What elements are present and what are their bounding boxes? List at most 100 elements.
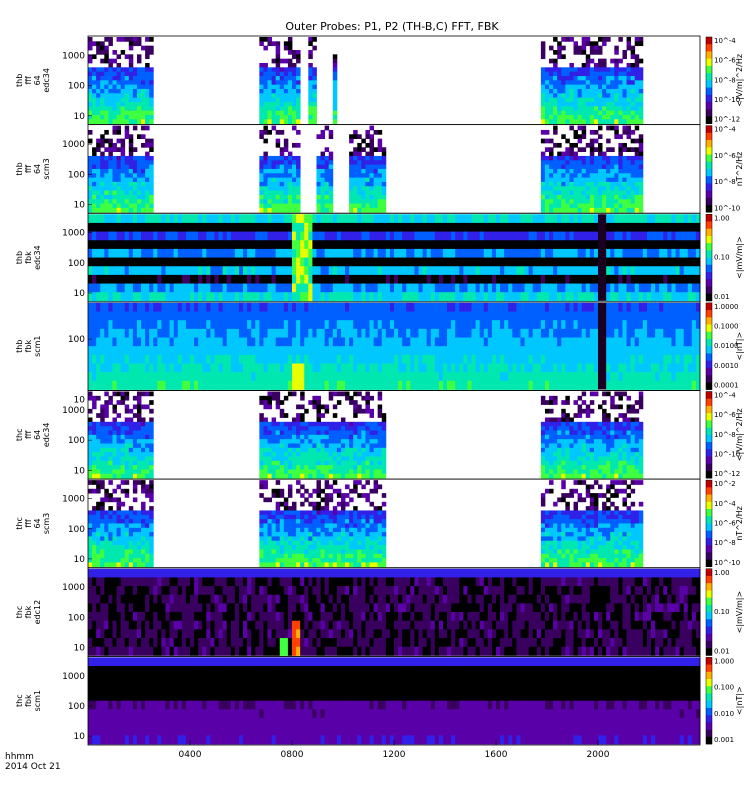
spectrogram-cell (691, 320, 697, 330)
spectrogram-cell (426, 372, 432, 382)
spectrogram-cell (202, 231, 207, 241)
spectrogram-cell (606, 346, 611, 356)
spectrogram-cell (132, 164, 138, 170)
spectrogram-cell (132, 240, 138, 250)
spectrogram-cell (108, 119, 113, 125)
spectrogram-cell (108, 41, 113, 47)
spectrogram-cell (108, 106, 113, 112)
spectrogram-cell (630, 138, 636, 144)
spectrogram-cell (634, 160, 640, 166)
spectrogram-cell (581, 240, 587, 250)
spectrogram-thb-fbk-scm1 (88, 302, 701, 390)
spectrogram-cell (271, 173, 277, 178)
spectrogram-cell (683, 283, 689, 293)
spectrogram-cell (316, 181, 321, 187)
spectrogram-cell (267, 346, 272, 356)
spectrogram-cell (320, 328, 326, 338)
spectrogram-cell (602, 110, 607, 116)
spectrogram-cell (292, 80, 297, 86)
spectrogram-cell (577, 173, 583, 178)
spectrogram-cell (92, 88, 97, 94)
spectrogram-cell (283, 71, 289, 77)
spectrogram-cell (512, 337, 517, 347)
spectrogram-cell (169, 302, 175, 312)
spectrogram-cell (108, 97, 113, 103)
spectrogram-cell (561, 164, 566, 170)
spectrogram-cell (353, 151, 358, 157)
spectrogram-cell (238, 274, 244, 284)
spectrogram-cell (275, 311, 281, 321)
spectrogram-cell (124, 194, 130, 200)
spectrogram-cell (671, 320, 676, 330)
spectrogram-cell (96, 142, 101, 148)
spectrogram-cell (695, 380, 701, 390)
spectrogram-cell (373, 231, 379, 241)
spectrogram-cell (149, 231, 154, 241)
spectrogram-cell (177, 363, 183, 373)
spectrogram-cell (695, 328, 701, 338)
spectrogram-cell (593, 302, 599, 312)
spectrogram-cell (634, 214, 640, 224)
spectrogram-cell (659, 240, 664, 250)
spectrogram-cell (132, 266, 138, 276)
spectrogram-cell (124, 266, 130, 276)
spectrogram-cell (569, 320, 574, 330)
spectrogram-cell (136, 177, 142, 183)
spectrogram-cell (553, 380, 558, 390)
colorbar-segment (706, 279, 712, 287)
spectrogram-cell (659, 311, 664, 321)
spectrogram-cell (190, 257, 195, 267)
spectrogram-cell (377, 292, 383, 302)
spectrogram-cell (332, 58, 338, 64)
spectrogram-cell (638, 311, 644, 321)
spectrogram-cell (622, 274, 627, 284)
spectrogram-cell (630, 80, 636, 86)
spectrogram-cell (283, 302, 289, 312)
spectrogram-cell (520, 328, 525, 338)
spectrogram-cell (451, 311, 456, 321)
spectrogram-cell (532, 222, 538, 232)
spectrogram-cell (332, 248, 338, 258)
spectrogram-cell (479, 346, 485, 356)
spectrogram-cell (373, 354, 379, 364)
spectrogram-cell (173, 248, 179, 258)
spectrogram-cell (434, 292, 440, 302)
spectrogram-cell (267, 337, 272, 347)
spectrogram-cell (500, 292, 505, 302)
spectrogram-cell (389, 222, 395, 232)
spectrogram-cell (593, 222, 599, 232)
spectrogram-cell (267, 203, 272, 209)
spectrogram-cell (630, 363, 636, 373)
spectrogram-cell (418, 231, 423, 241)
spectrogram-cell (463, 257, 468, 267)
spectrogram-cell (414, 283, 419, 293)
spectrogram-cell (332, 311, 338, 321)
spectrogram-cell (389, 302, 395, 312)
spectrogram-cell (173, 274, 179, 284)
spectrogram-cell (695, 222, 701, 232)
spectrogram-cell (194, 363, 199, 373)
spectrogram-cell (88, 240, 93, 250)
spectrogram-cell (300, 311, 305, 321)
spectrogram-cell (271, 372, 277, 382)
spectrogram-cell (593, 45, 599, 51)
spectrogram-cell (426, 328, 432, 338)
spectrogram-cell (536, 328, 542, 338)
spectrogram-cell (540, 80, 546, 86)
spectrogram-cell (618, 328, 623, 338)
spectrogram-cell (202, 320, 207, 330)
spectrogram-cell (467, 328, 472, 338)
spectrogram-cell (283, 142, 289, 148)
spectrogram-cell (646, 372, 652, 382)
y-tick-label: 1000 (62, 229, 85, 239)
spectrogram-cell (259, 41, 264, 47)
spectrogram-cell (577, 84, 583, 90)
spectrogram-cell (251, 257, 256, 267)
spectrogram-cell (304, 231, 309, 241)
spectrogram-cell (145, 49, 150, 55)
spectrogram-cell (357, 311, 362, 321)
spectrogram-cell (361, 155, 366, 161)
spectrogram-cell (251, 320, 256, 330)
spectrogram-cell (447, 346, 452, 356)
